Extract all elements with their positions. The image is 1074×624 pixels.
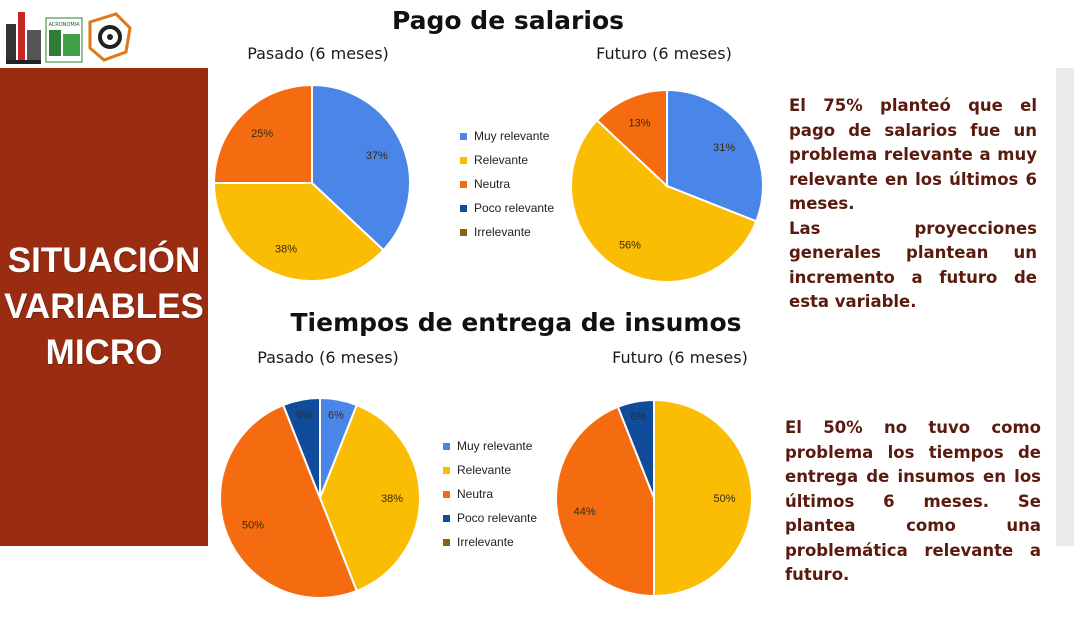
- legend-swatch: [443, 466, 450, 474]
- pie-data-label: 56%: [619, 239, 641, 251]
- pie-data-label: 44%: [574, 506, 596, 518]
- pie-slice-poco-relevante: [281, 396, 321, 499]
- side-panel-line: VARIABLES: [4, 287, 204, 326]
- legend-swatch: [460, 204, 467, 212]
- section-title-salarios: Pago de salarios: [392, 6, 624, 35]
- note-paragraph: El 50% no tuvo como problema los tiempos…: [785, 418, 1041, 584]
- pie-slice-relevante: [653, 398, 753, 598]
- pie-slice-muy-relevante: [311, 83, 411, 252]
- pie-slice-neutra: [219, 403, 359, 599]
- legend-salarios: Muy relevante Relevante Neutra Poco rele…: [460, 124, 554, 244]
- legend-swatch: [460, 180, 467, 188]
- pie-data-label: 50%: [714, 493, 736, 505]
- legend-item: Relevante: [443, 458, 537, 482]
- legend-label: Poco relevante: [474, 201, 555, 215]
- side-panel-line: MICRO: [45, 333, 163, 372]
- chart-title-insumos-futuro: Futuro (6 meses): [612, 348, 748, 367]
- legend-item: Irrelevante: [460, 220, 554, 244]
- pie-slice-relevante: [570, 118, 758, 283]
- legend-swatch: [443, 514, 450, 522]
- legend-label: Neutra: [457, 487, 494, 501]
- note-paragraph: Las proyecciones generales plantean un i…: [789, 218, 1037, 312]
- pie-chart-insumos-pasado: 6% 38% 50% 6%: [216, 392, 426, 604]
- pie-data-label: 50%: [242, 520, 264, 532]
- legend-item: Muy relevante: [443, 434, 537, 458]
- legend-swatch: [460, 132, 467, 140]
- note-paragraph: El 75% planteó que el pago de salarios f…: [789, 96, 1037, 213]
- pie-data-label: 31%: [713, 142, 735, 154]
- legend-swatch: [443, 538, 450, 546]
- section-title-insumos: Tiempos de entrega de insumos: [290, 308, 742, 337]
- pie-data-label: 13%: [629, 118, 651, 130]
- pie-slice-neutra: [212, 83, 313, 184]
- pie-chart-insumos-futuro: 50% 44% 6%: [552, 396, 758, 602]
- side-panel-line: SITUACIÓN: [7, 241, 201, 280]
- pie-chart-salarios-pasado: 37% 38% 25%: [208, 80, 418, 286]
- pie-slice-neutra: [595, 88, 668, 189]
- legend-label: Muy relevante: [457, 439, 533, 453]
- pie-data-label: 37%: [366, 150, 388, 162]
- legend-item: Neutra: [443, 482, 537, 506]
- legend-item: Irrelevante: [443, 530, 537, 554]
- legend-label: Neutra: [474, 177, 511, 191]
- legend-label: Poco relevante: [457, 511, 538, 525]
- tire-region-logo-icon: [88, 12, 132, 62]
- legend-item: Poco relevante: [443, 506, 537, 530]
- chart-title-insumos-pasado: Pasado (6 meses): [257, 348, 399, 367]
- legend-item: Poco relevante: [460, 196, 554, 220]
- svg-text:ACRONOMIA: ACRONOMIA: [48, 22, 80, 28]
- pie-data-label: 6%: [296, 410, 312, 422]
- legend-swatch: [460, 228, 467, 236]
- pie-data-label: 6%: [630, 411, 646, 423]
- institution-logo-icon: [6, 12, 41, 64]
- side-panel: SITUACIÓN VARIABLES MICRO: [0, 68, 208, 546]
- pie-data-label: 25%: [251, 128, 273, 140]
- pie-slice-relevante: [318, 403, 421, 593]
- legend-swatch: [460, 156, 467, 164]
- legend-label: Relevante: [457, 463, 512, 477]
- pie-data-label: 38%: [381, 493, 403, 505]
- legend-label: Muy relevante: [474, 129, 550, 143]
- note-insumos: El 50% no tuvo como problema los tiempos…: [785, 416, 1041, 588]
- chart-title-salarios-futuro: Futuro (6 meses): [596, 44, 732, 63]
- pie-chart-salarios-futuro: 31% 56% 13%: [566, 88, 770, 290]
- acronomia-logo-icon: ACRONOMIA: [45, 17, 83, 63]
- legend-label: Irrelevante: [457, 535, 514, 549]
- pie-slice-relevante: [212, 182, 385, 282]
- pie-slice-muy-relevante: [666, 88, 764, 223]
- right-edge-strip: [1056, 68, 1074, 546]
- pie-data-label: 38%: [275, 244, 297, 256]
- legend-label: Irrelevante: [474, 225, 531, 239]
- chart-title-salarios-pasado: Pasado (6 meses): [247, 44, 389, 63]
- legend-insumos: Muy relevante Relevante Neutra Poco rele…: [443, 434, 537, 554]
- legend-item: Muy relevante: [460, 124, 554, 148]
- legend-swatch: [443, 490, 450, 498]
- pie-slice-neutra: [555, 405, 655, 598]
- legend-swatch: [443, 442, 450, 450]
- legend-label: Relevante: [474, 153, 529, 167]
- note-salarios: El 75% planteó que el pago de salarios f…: [789, 94, 1037, 315]
- pie-data-label: 6%: [328, 410, 344, 422]
- legend-item: Relevante: [460, 148, 554, 172]
- legend-item: Neutra: [460, 172, 554, 196]
- pie-slice-poco-relevante: [616, 398, 655, 499]
- logo-strip: ACRONOMIA: [4, 4, 134, 68]
